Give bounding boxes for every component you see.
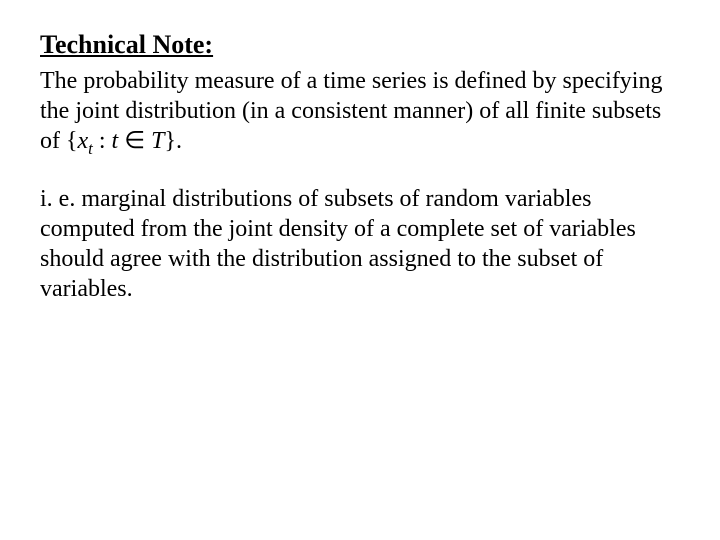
math-colon: : (93, 128, 112, 154)
paragraph-1: The probability measure of a time series… (40, 66, 680, 160)
heading: Technical Note: (40, 30, 680, 60)
math-element-of: ∈ (118, 128, 151, 154)
paragraph-1-closing: }. (164, 128, 182, 154)
math-variable-x: x (78, 128, 89, 154)
paragraph-2: i. e. marginal distributions of subsets … (40, 184, 680, 304)
math-set-T: T (151, 128, 164, 154)
math-set-expression: xt : t ∈ T (78, 128, 165, 154)
